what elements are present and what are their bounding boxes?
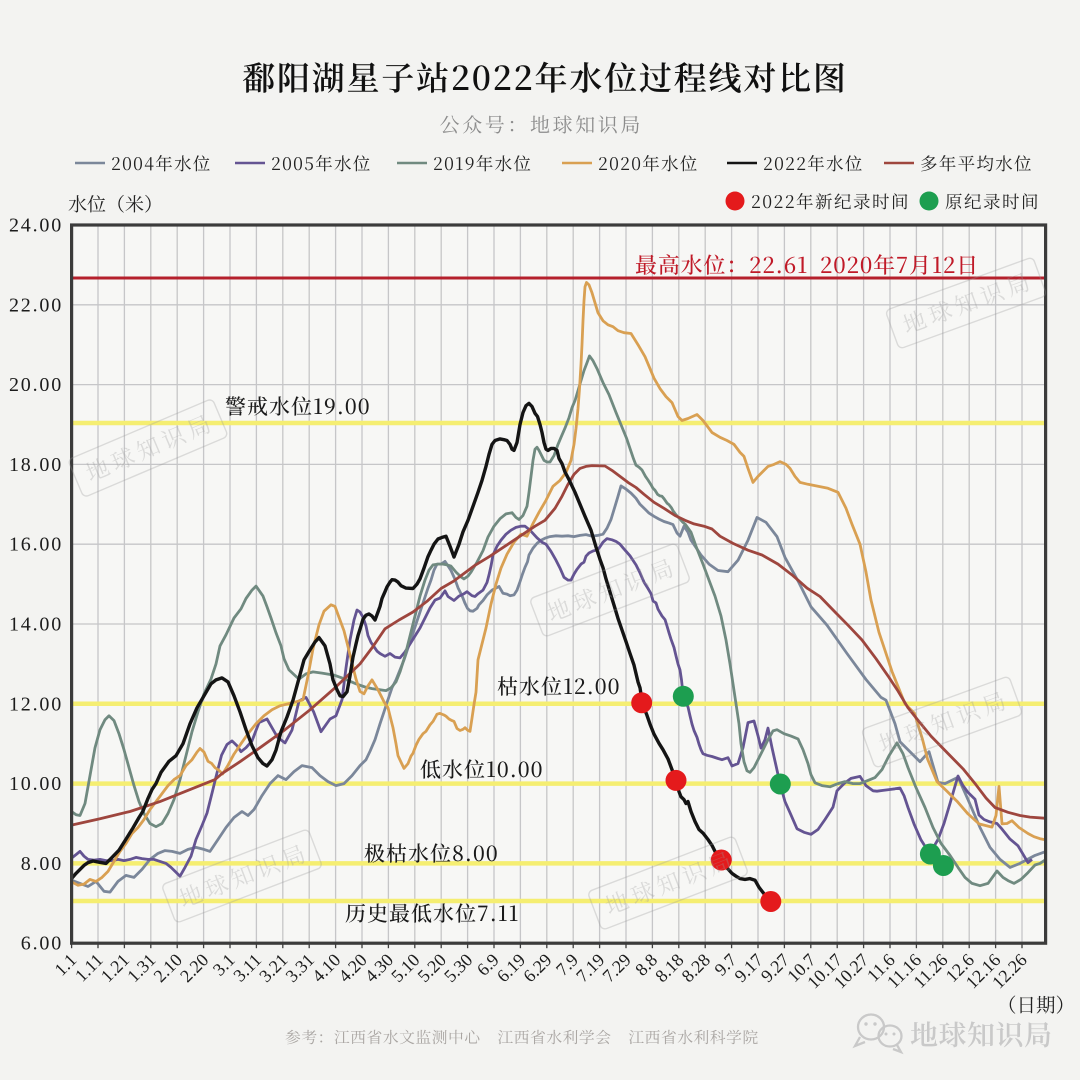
svg-text:16.00: 16.00 [9, 534, 63, 556]
svg-text:6.00: 6.00 [21, 933, 63, 955]
svg-text:20.00: 20.00 [9, 374, 63, 396]
svg-text:12.00: 12.00 [9, 693, 63, 715]
svg-text:8.00: 8.00 [21, 853, 63, 875]
svg-text:14.00: 14.00 [9, 614, 63, 636]
svg-text:18.00: 18.00 [9, 454, 63, 476]
svg-text:22.00: 22.00 [9, 294, 63, 316]
svg-text:24.00: 24.00 [9, 215, 63, 237]
svg-text:10.00: 10.00 [9, 773, 63, 795]
